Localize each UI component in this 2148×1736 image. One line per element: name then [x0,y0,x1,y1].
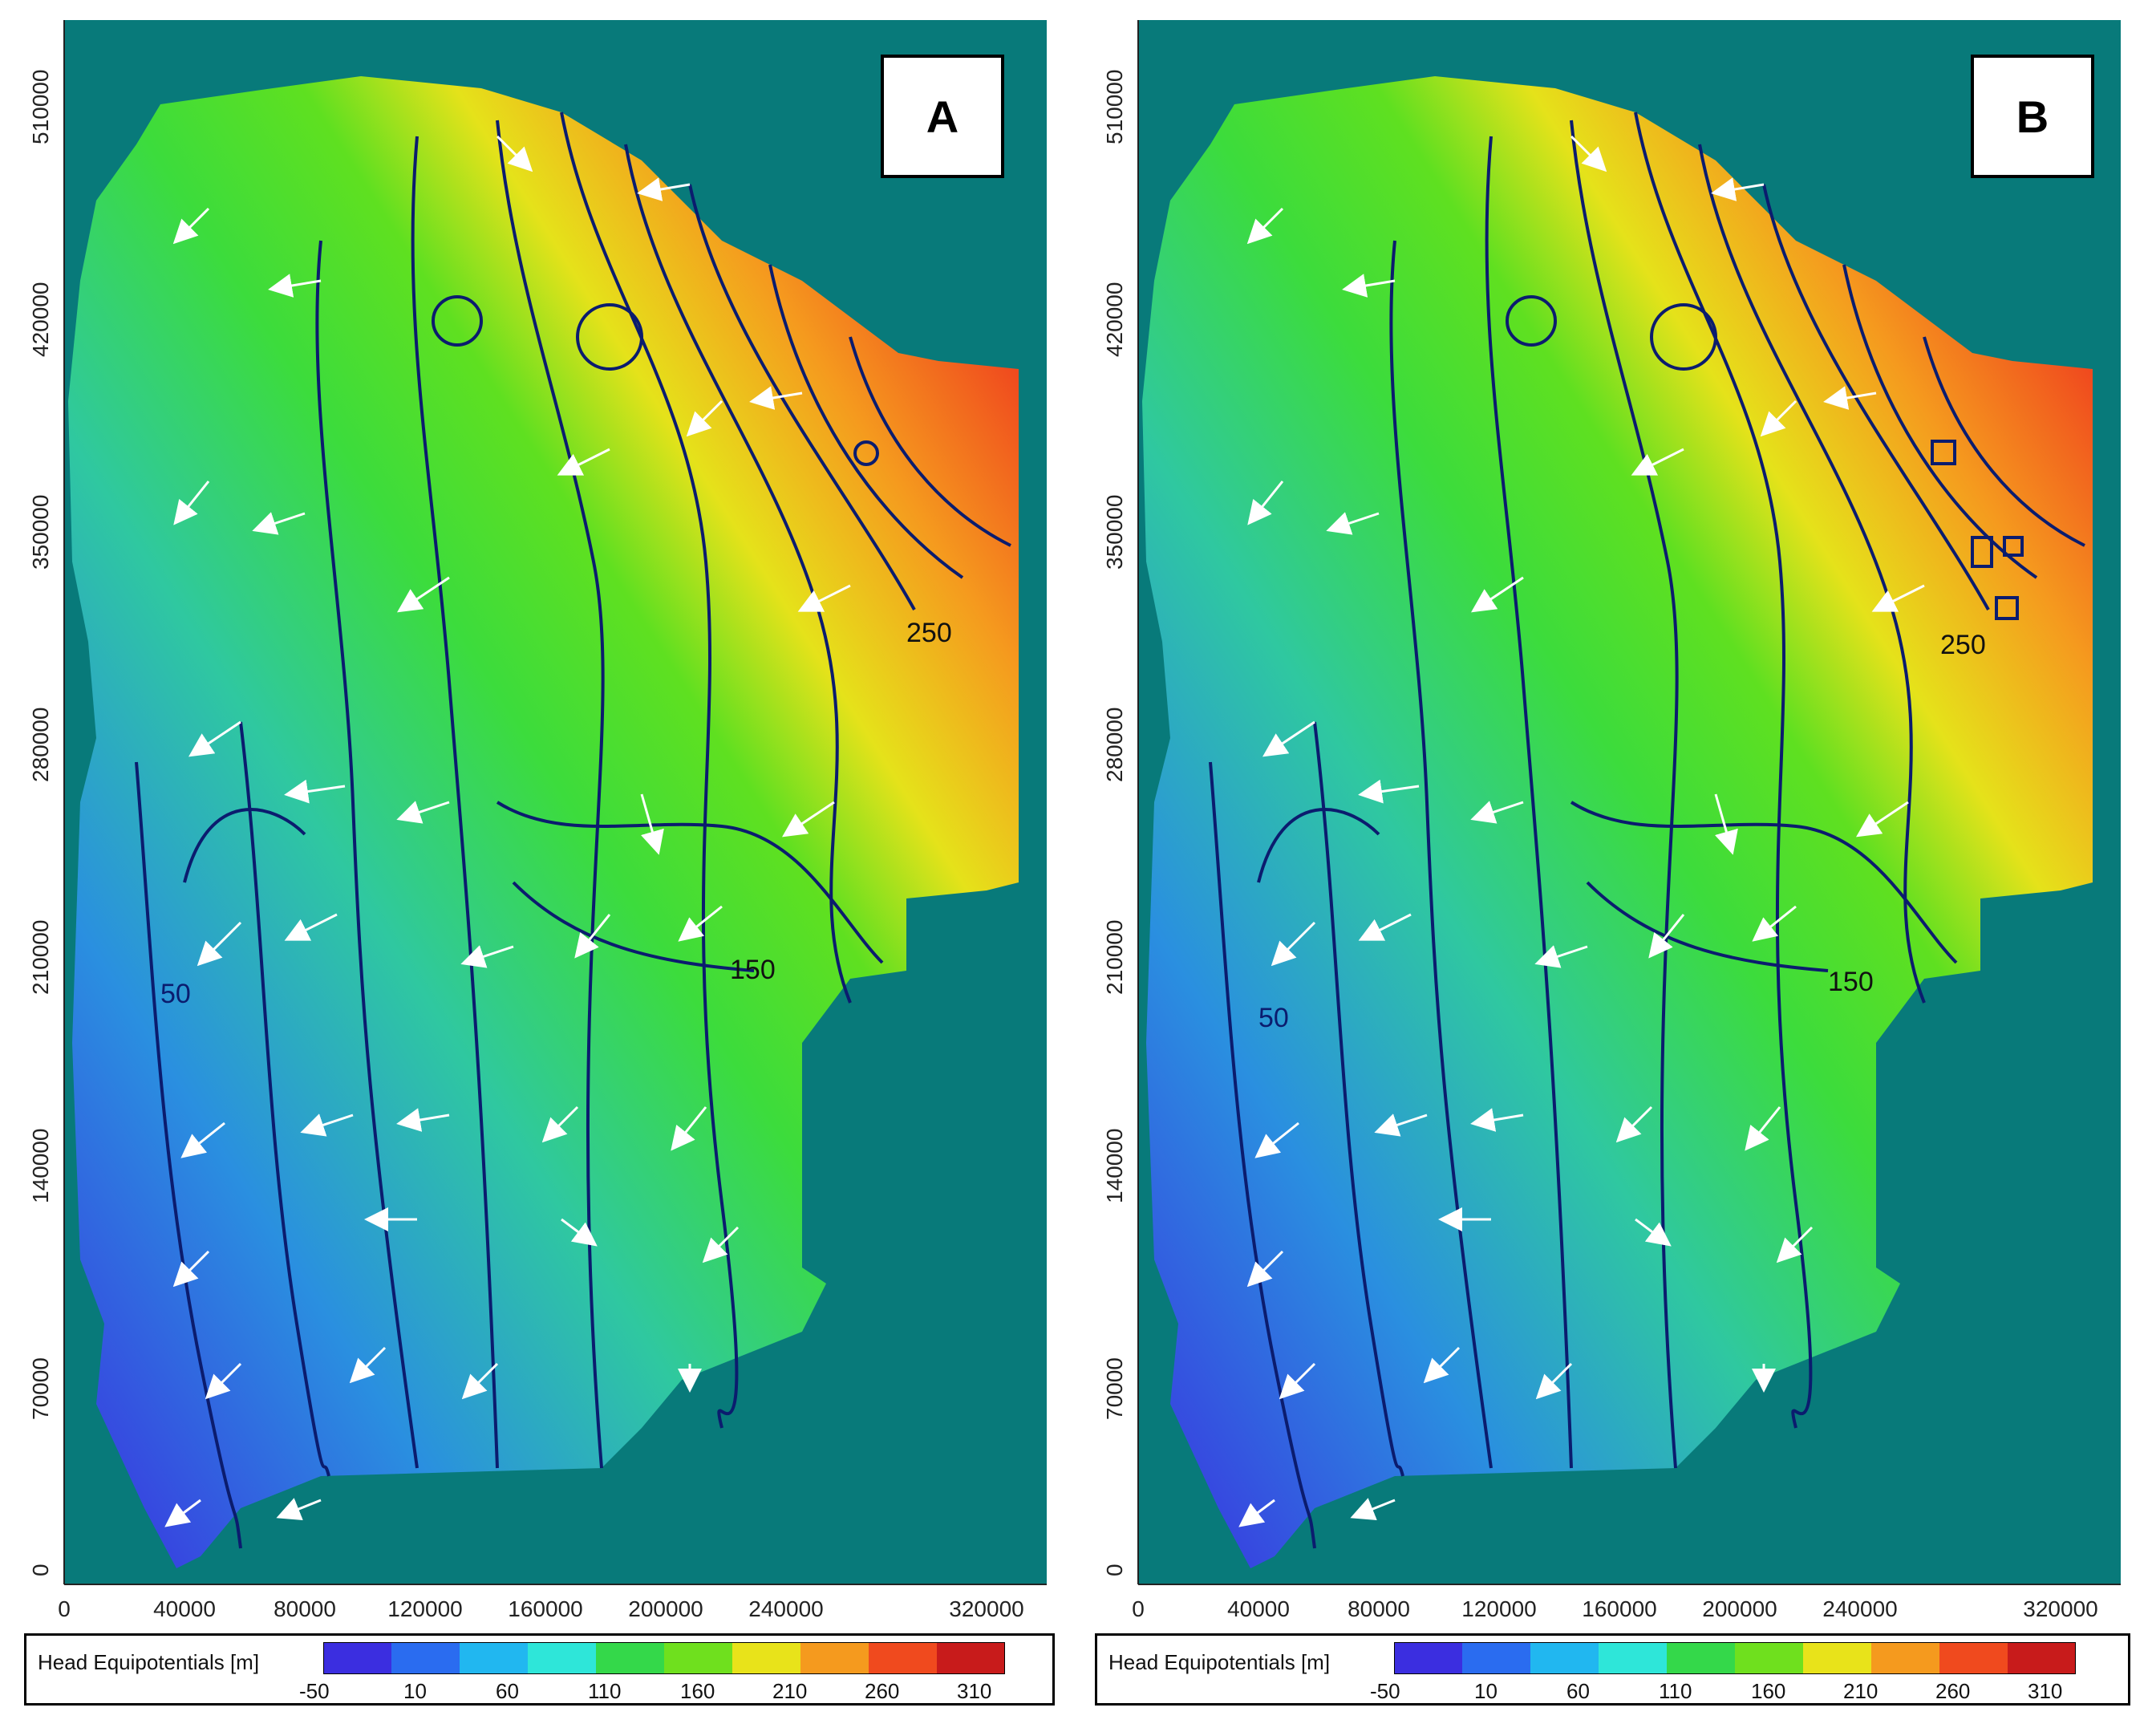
contour-label-150: 150 [1828,967,1874,997]
contour-lines [1209,112,2085,1549]
x-tick: 120000 [387,1596,462,1621]
y-ticks: 0 70000 140000 210000 280000 350000 4200… [28,70,53,1576]
y-tick: 140000 [28,1129,53,1203]
y-tick: 0 [28,1564,53,1576]
legend-title: Head Equipotentials [m] [1108,1650,1331,1674]
y-tick: 350000 [1102,495,1127,570]
panel-label-box [1971,55,2094,178]
map-canvas-b: 250 150 50 B 0 70000 140000 210000 28000… [1102,20,2121,1621]
legend-tick: 110 [1659,1679,1692,1703]
y-tick: 420000 [1102,282,1127,357]
y-tick: 280000 [28,708,53,782]
y-tick: 140000 [1102,1129,1127,1203]
map-canvas-a: 250 150 50 A 0 70000 140000 210000 28000… [28,20,1047,1621]
x-tick: 200000 [628,1596,703,1621]
legend-tick: -50 [299,1679,330,1703]
legend-tick: 10 [1474,1679,1498,1703]
y-ticks: 0 70000 140000 210000 280000 350000 4200… [1102,70,1127,1576]
map-panel-a: 250 150 50 A 0 70000 140000 210000 28000… [24,20,1055,1706]
x-tick: 40000 [1227,1596,1290,1621]
flow-arrows [164,135,851,1527]
x-ticks: 0 40000 80000 120000 160000 200000 24000… [58,1596,1024,1621]
y-tick: 510000 [28,70,53,144]
legend-tick: 210 [772,1679,808,1703]
x-tick: 240000 [1822,1596,1897,1621]
y-tick: 420000 [28,282,53,357]
x-tick: 160000 [508,1596,582,1621]
y-tick: 510000 [1102,70,1127,144]
x-tick: 40000 [153,1596,216,1621]
map-panel-b: 250 150 50 B 0 70000 140000 210000 28000… [1074,0,2148,1736]
x-tick: 0 [58,1596,71,1621]
panel-label: B [2016,91,2049,142]
y-tick: 350000 [28,495,53,570]
legend-tick: 310 [2028,1679,2063,1703]
contour-label-50: 50 [1258,1003,1289,1033]
x-tick: 80000 [1348,1596,1410,1621]
legend-tick: -50 [1370,1679,1400,1703]
y-tick: 210000 [1102,920,1127,995]
legend-a: Head Equipotentials [m] -50 10 60 110 16… [24,1633,1055,1706]
x-ticks: 0 40000 80000 120000 160000 200000 24000… [1132,1596,2098,1621]
x-tick: 240000 [748,1596,823,1621]
y-tick: 70000 [28,1357,53,1420]
x-tick: 0 [1132,1596,1145,1621]
flow-arrows [1238,135,1925,1527]
y-tick: 0 [1102,1564,1127,1576]
contour-label-150: 150 [730,955,776,985]
contour-label-50: 50 [160,979,191,1009]
x-tick: 200000 [1702,1596,1777,1621]
legend-tick: 210 [1843,1679,1878,1703]
legend-tick: 160 [1751,1679,1786,1703]
legend-tick: 110 [588,1679,622,1703]
legend-tick: 260 [1935,1679,1971,1703]
x-tick: 320000 [2023,1596,2097,1621]
y-tick: 210000 [28,920,53,995]
x-tick: 120000 [1461,1596,1536,1621]
legend-tick: 310 [957,1679,992,1703]
color-scale [323,1642,1005,1674]
legend-title: Head Equipotentials [m] [38,1650,260,1674]
contour-label-250: 250 [1940,630,1986,660]
x-tick: 320000 [949,1596,1023,1621]
color-scale [1394,1642,2076,1674]
contour-label-250: 250 [906,618,952,648]
y-tick: 280000 [1102,708,1127,782]
panel-label: A [926,91,958,142]
x-tick: 80000 [274,1596,336,1621]
x-tick: 160000 [1582,1596,1656,1621]
panel-label-box [881,55,1004,178]
legend-tick: 60 [1566,1679,1590,1703]
legend-tick: 160 [680,1679,715,1703]
legend-tick: 10 [403,1679,427,1703]
legend-tick: 60 [496,1679,519,1703]
y-tick: 70000 [1102,1357,1127,1420]
legend-b: Head Equipotentials [m] -50 10 60 110 16… [1095,1633,2130,1706]
legend-tick: 260 [865,1679,900,1703]
